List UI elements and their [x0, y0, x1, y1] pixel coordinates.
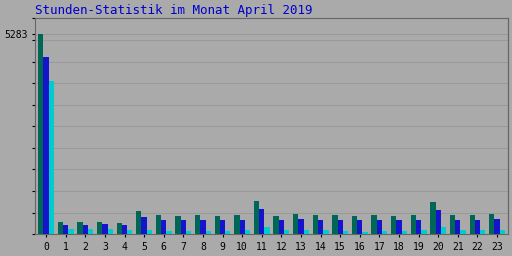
Bar: [411, 215, 416, 234]
Bar: [82, 225, 88, 234]
Bar: [396, 220, 401, 234]
Bar: [259, 209, 264, 234]
Bar: [304, 230, 309, 234]
Bar: [195, 216, 200, 234]
Bar: [460, 230, 466, 234]
Bar: [97, 222, 102, 234]
Bar: [382, 231, 388, 234]
Bar: [323, 230, 329, 234]
Bar: [318, 220, 323, 234]
Bar: [166, 231, 172, 234]
Bar: [489, 214, 495, 234]
Bar: [206, 231, 211, 234]
Bar: [220, 220, 225, 234]
Bar: [108, 229, 113, 234]
Bar: [372, 216, 377, 234]
Bar: [391, 216, 396, 234]
Bar: [117, 223, 122, 234]
Bar: [455, 220, 460, 234]
Bar: [264, 227, 270, 234]
Text: Stunden-Statistik im Monat April 2019: Stunden-Statistik im Monat April 2019: [35, 4, 313, 17]
Bar: [63, 225, 68, 234]
Bar: [495, 219, 500, 234]
Bar: [377, 220, 382, 234]
Bar: [136, 211, 141, 234]
Bar: [141, 217, 147, 234]
Bar: [234, 215, 240, 234]
Bar: [441, 227, 446, 234]
Bar: [68, 229, 74, 234]
Bar: [161, 220, 166, 234]
Bar: [49, 81, 54, 234]
Bar: [88, 229, 93, 234]
Bar: [127, 230, 133, 234]
Bar: [273, 216, 279, 234]
Bar: [337, 220, 343, 234]
Bar: [421, 230, 426, 234]
Bar: [450, 216, 455, 234]
Bar: [343, 231, 348, 234]
Bar: [225, 231, 230, 234]
Bar: [44, 57, 49, 234]
Bar: [313, 215, 318, 234]
Bar: [480, 230, 485, 234]
Bar: [215, 216, 220, 234]
Bar: [332, 216, 337, 234]
Bar: [362, 232, 368, 234]
Bar: [430, 202, 436, 234]
Bar: [284, 230, 289, 234]
Bar: [254, 201, 259, 234]
Bar: [245, 230, 250, 234]
Bar: [352, 216, 357, 234]
Bar: [122, 225, 127, 234]
Bar: [186, 231, 191, 234]
Bar: [38, 34, 44, 234]
Bar: [147, 230, 152, 234]
Bar: [401, 231, 407, 234]
Bar: [156, 215, 161, 234]
Bar: [181, 220, 186, 234]
Bar: [200, 220, 206, 234]
Bar: [416, 220, 421, 234]
Bar: [475, 220, 480, 234]
Bar: [298, 219, 304, 234]
Bar: [102, 224, 108, 234]
Bar: [279, 220, 284, 234]
Bar: [357, 220, 362, 234]
Bar: [77, 222, 82, 234]
Bar: [240, 220, 245, 234]
Bar: [500, 230, 505, 234]
Bar: [470, 216, 475, 234]
Bar: [58, 222, 63, 234]
Bar: [176, 216, 181, 234]
Bar: [436, 210, 441, 234]
Bar: [293, 214, 298, 234]
